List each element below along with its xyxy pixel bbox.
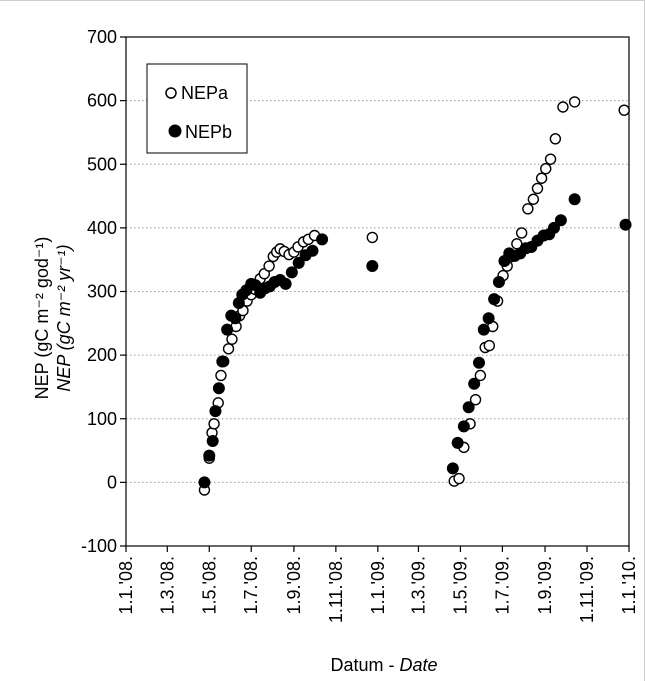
nepb-point xyxy=(292,256,305,269)
nepb-point xyxy=(568,193,581,206)
nepb-point xyxy=(482,312,495,325)
y-tick-label: 500 xyxy=(87,154,117,174)
nepa-point xyxy=(215,369,227,382)
nepb-point xyxy=(285,266,298,279)
x-tick-label: 1.5.'08. xyxy=(199,556,219,614)
nepa-point xyxy=(549,133,562,145)
y-axis-title: NEP (gC m⁻² god⁻¹) NEP (gC m⁻² yr⁻¹) xyxy=(32,237,74,400)
y-tick-label: 400 xyxy=(87,218,117,238)
nepb-point xyxy=(206,435,219,448)
x-tick-label: 1.7.'09. xyxy=(492,556,512,614)
nepb-point xyxy=(457,420,470,433)
x-axis-title-main: Datum - xyxy=(330,655,399,675)
nepa-point xyxy=(527,193,540,205)
y-axis: -100 0 100 200 300 400 500 600 700 xyxy=(81,27,126,556)
nepa-point xyxy=(557,101,569,113)
y-tick-label: 0 xyxy=(107,472,117,492)
x-axis-title: Datum - Date xyxy=(330,655,437,675)
x-tick-label: 1.7.'08. xyxy=(241,556,261,614)
y-axis-title-line1: NEP (gC m⁻² god⁻¹) xyxy=(32,237,52,400)
nepb-point xyxy=(492,275,505,288)
nepa-point xyxy=(366,231,379,244)
nepa-point xyxy=(618,104,630,116)
x-tick-label: 1.3.'09. xyxy=(408,556,428,614)
nepa-point xyxy=(535,172,548,184)
nepa-point xyxy=(226,333,238,345)
y-tick-label: 300 xyxy=(87,282,117,302)
x-tick-label: 1.9.'08. xyxy=(284,556,304,614)
x-tick-label: 1.9.'09. xyxy=(535,556,555,614)
nepb-point xyxy=(198,476,211,489)
x-tick-label: 1.11.'09. xyxy=(577,556,597,623)
y-tick-label: 200 xyxy=(87,345,117,365)
nepa-point xyxy=(522,203,534,215)
nepa-point xyxy=(515,227,528,239)
legend-label-nepb: NEPb xyxy=(185,122,232,142)
nepb-point xyxy=(216,355,229,368)
nepb-point xyxy=(488,293,501,306)
x-axis-title-italic: Date xyxy=(399,655,437,675)
x-tick-label: 1.3.'08. xyxy=(157,556,177,614)
y-axis-title-line2: NEP (gC m⁻² yr⁻¹) xyxy=(54,244,74,391)
nepa-point xyxy=(469,393,482,406)
y-tick-label: 100 xyxy=(87,409,117,429)
nepb-point xyxy=(316,233,329,246)
nepb-point xyxy=(547,221,560,234)
nepb-point xyxy=(212,382,225,395)
nepb-point xyxy=(554,214,567,227)
y-tick-label: 700 xyxy=(87,27,117,47)
nepa-point xyxy=(540,163,552,175)
x-tick-label: 1.1.'10. xyxy=(619,556,639,614)
x-tick-label: 1.1.'08. xyxy=(116,556,136,614)
legend-label-nepa: NEPa xyxy=(181,83,229,103)
nepb-point xyxy=(229,312,242,325)
nepb-point xyxy=(619,218,632,231)
nepb-point xyxy=(477,323,490,336)
x-tick-label: 1.5.'09. xyxy=(450,556,470,614)
x-tick-label: 1.1.'09. xyxy=(368,556,388,614)
nepa-point xyxy=(263,260,275,272)
nepa-point xyxy=(531,182,544,195)
nepa-point xyxy=(483,339,496,352)
nepb-point xyxy=(462,401,475,414)
nepa-point xyxy=(453,472,465,485)
legend-box xyxy=(146,63,248,154)
nepb-point xyxy=(468,377,481,390)
nepb-point xyxy=(472,356,485,369)
legend-marker-nepa xyxy=(165,87,177,99)
nepb-point xyxy=(451,436,464,449)
nepb-point xyxy=(366,260,379,273)
nepb-point xyxy=(446,462,459,475)
nepa-point xyxy=(208,418,220,430)
nepa-point xyxy=(568,96,581,108)
y-tick-label: 600 xyxy=(87,91,117,111)
nepb-point xyxy=(221,323,234,336)
legend: NEPa NEPb xyxy=(146,63,248,154)
nepa-point xyxy=(222,343,235,355)
nepb-point xyxy=(203,449,216,462)
nepb-point xyxy=(209,405,222,418)
y-tick-label: -100 xyxy=(81,536,117,556)
nepa-point xyxy=(474,369,487,382)
nepa-point xyxy=(544,153,557,165)
nepb-point xyxy=(306,244,319,257)
data-points xyxy=(198,96,632,496)
nepb-point xyxy=(279,277,292,290)
legend-marker-nepb xyxy=(168,124,182,138)
x-tick-label: 1.11.'08. xyxy=(326,556,346,623)
x-axis: 1.1.'08. 1.3.'08. 1.5.'08. 1.7.'08. 1.9.'08.… xyxy=(116,546,639,623)
